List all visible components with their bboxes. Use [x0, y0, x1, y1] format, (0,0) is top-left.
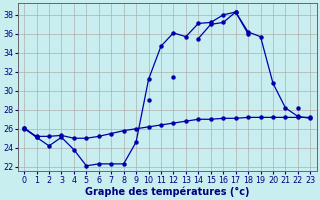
X-axis label: Graphe des températures (°c): Graphe des températures (°c): [85, 186, 250, 197]
